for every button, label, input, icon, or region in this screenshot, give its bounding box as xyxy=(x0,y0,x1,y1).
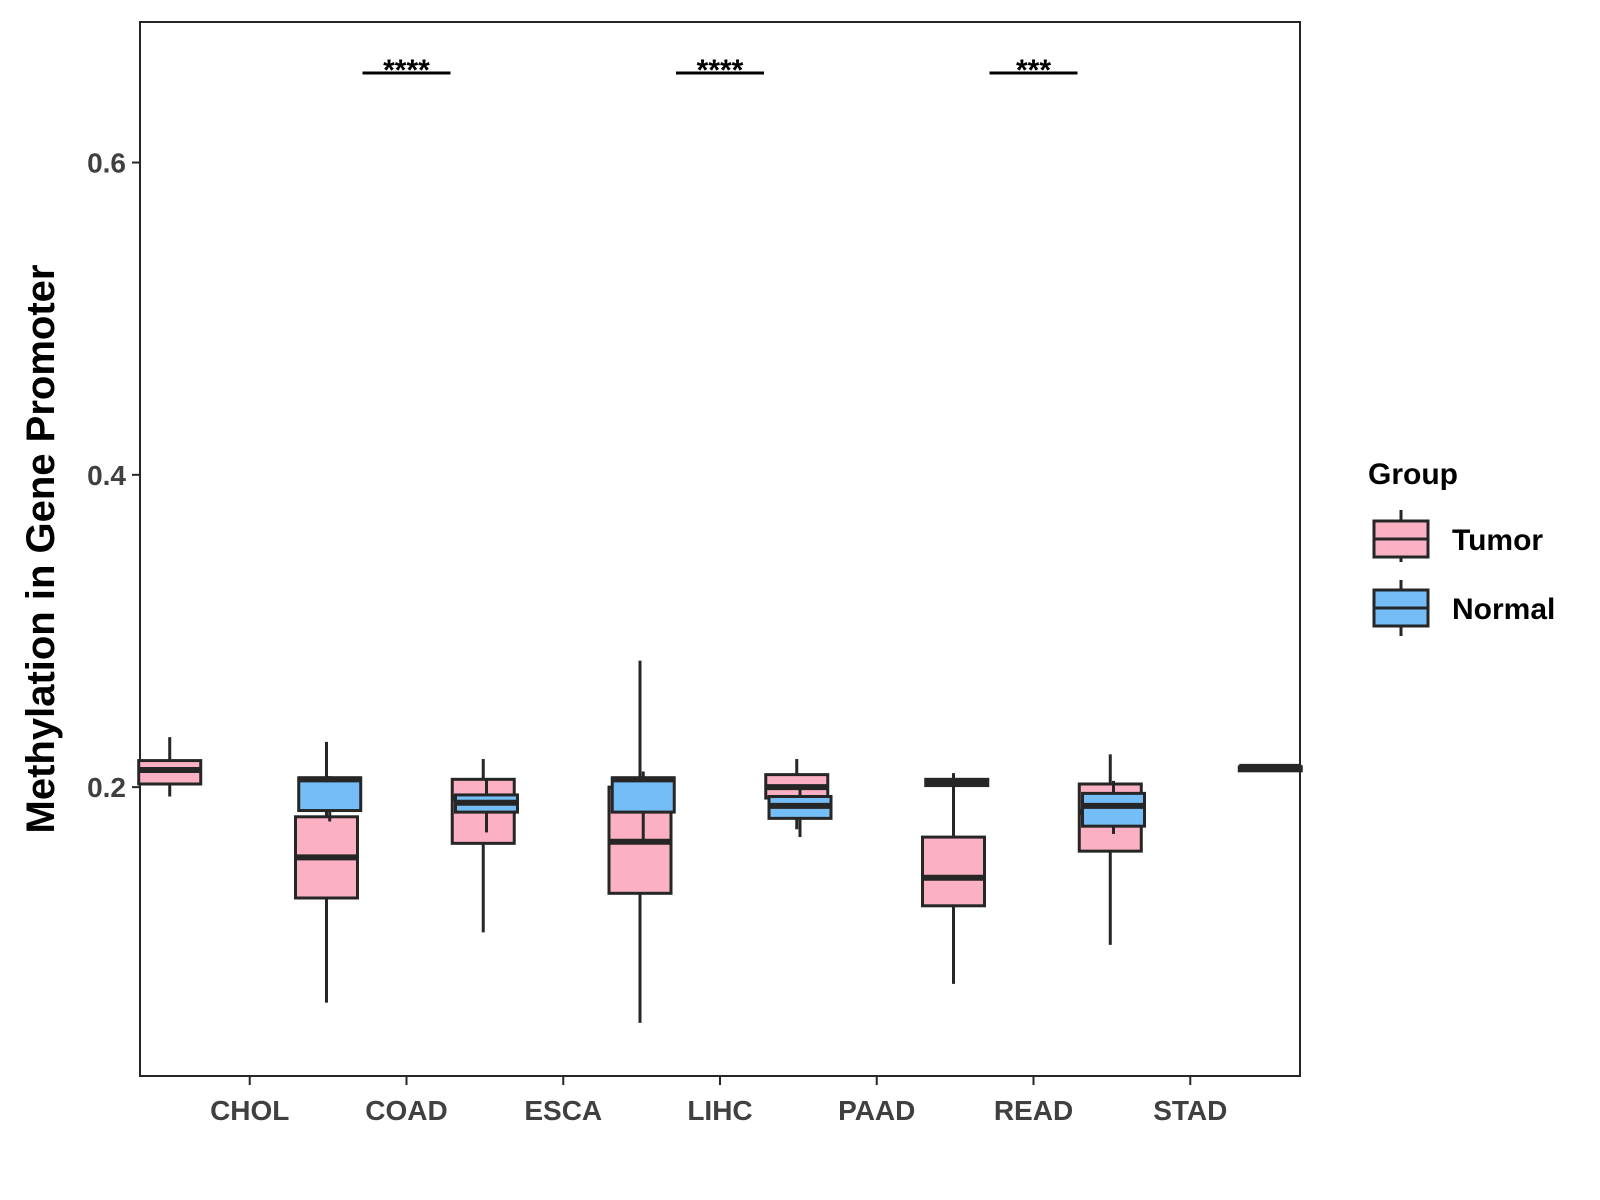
box-normal-stad xyxy=(1237,763,1303,773)
box-normal-esca xyxy=(610,771,676,844)
significance-label: *** xyxy=(1016,54,1051,87)
y-tick-label: 0.2 xyxy=(87,772,126,803)
box-tumor-chol xyxy=(137,737,203,797)
box-body xyxy=(297,776,363,813)
x-tick-label: ESCA xyxy=(524,1095,602,1126)
significance-label: **** xyxy=(383,54,430,87)
box-body xyxy=(921,835,987,908)
x-tick-label: COAD xyxy=(365,1095,447,1126)
significance-annotations: **** **** *** xyxy=(362,54,1078,87)
x-tick-label: PAAD xyxy=(838,1095,915,1126)
box-body xyxy=(610,776,676,814)
legend-item-normal: Normal xyxy=(1372,580,1555,636)
y-tick-label: 0.4 xyxy=(87,460,126,491)
legend: Group Tumor Normal xyxy=(1368,458,1555,636)
x-tick-label: READ xyxy=(994,1095,1073,1126)
significance-read: *** xyxy=(989,54,1078,87)
box-normal-chol xyxy=(297,776,363,822)
box-normal-paad xyxy=(924,777,990,788)
x-tick-label: STAD xyxy=(1153,1095,1227,1126)
x-axis: CHOL COAD ESCA LIHC PAAD READ STAD xyxy=(210,1076,1227,1126)
box-tumor-read xyxy=(921,773,987,984)
x-tick-label: LIHC xyxy=(687,1095,752,1126)
box-normal-read xyxy=(1081,780,1147,834)
legend-title: Group xyxy=(1368,458,1458,491)
x-tick-label: CHOL xyxy=(210,1095,289,1126)
legend-tumor-label: Tumor xyxy=(1452,524,1543,557)
significance-label: **** xyxy=(697,54,744,87)
panel-border xyxy=(139,21,1301,1077)
box-marks xyxy=(137,660,1303,1023)
y-axis: 0.2 0.4 0.6 xyxy=(87,148,140,803)
y-axis-title: Methylation in Gene Promoter xyxy=(19,265,63,834)
box-body xyxy=(1081,791,1147,828)
significance-lihc: **** xyxy=(676,54,764,87)
legend-normal-label: Normal xyxy=(1452,593,1555,626)
legend-item-tumor: Tumor xyxy=(1372,510,1543,562)
box-normal-coad xyxy=(453,779,519,833)
significance-coad: **** xyxy=(362,54,451,87)
box-normal-lihc xyxy=(767,788,833,838)
box-tumor-paad xyxy=(764,759,830,830)
y-tick-label: 0.6 xyxy=(87,148,126,179)
